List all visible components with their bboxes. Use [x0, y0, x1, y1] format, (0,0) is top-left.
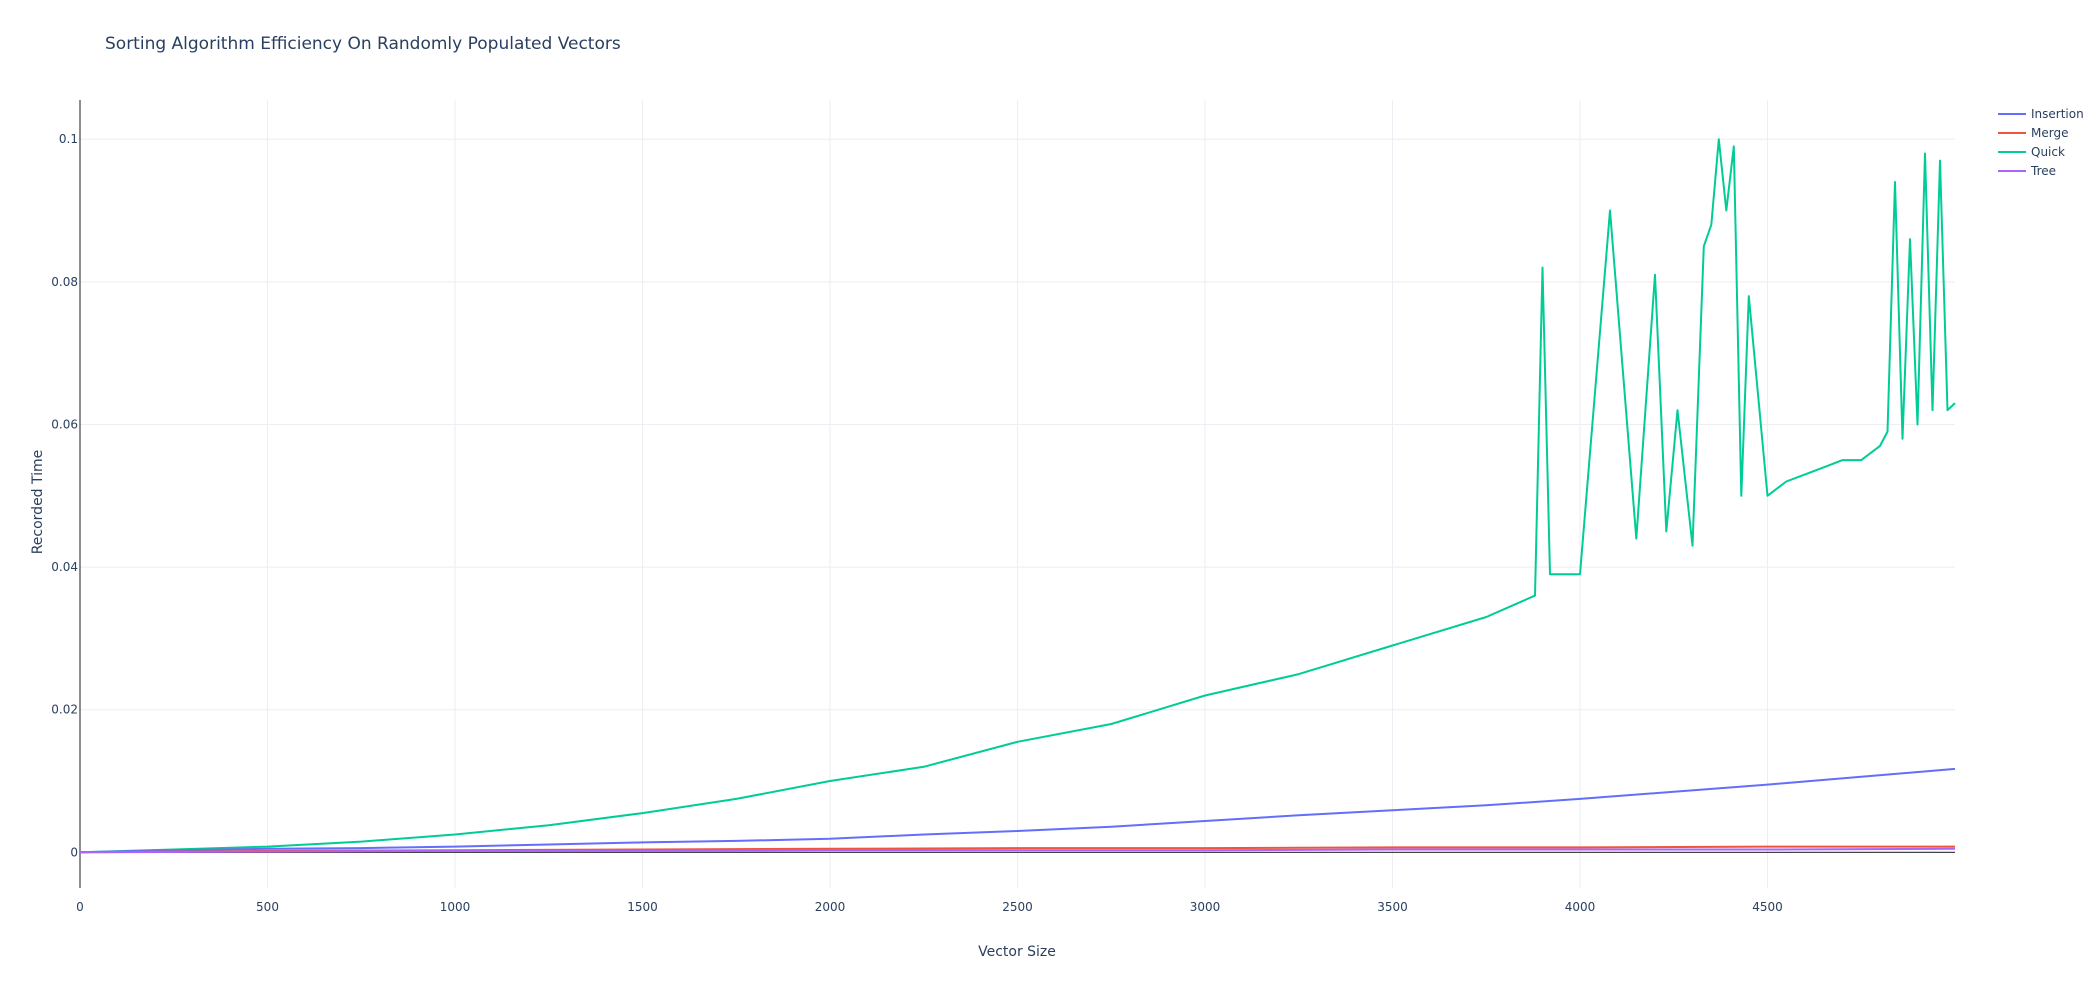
x-tick-label: 3000 — [1190, 900, 1221, 914]
plot-area — [79, 138, 1956, 854]
legend-label: Insertion — [2031, 107, 2084, 121]
x-tick-label: 1500 — [627, 900, 658, 914]
x-tick-label: 1000 — [440, 900, 471, 914]
y-tick-label: 0.08 — [51, 275, 78, 289]
series-line-quick — [79, 138, 1956, 854]
series-line-tree — [79, 847, 1956, 854]
x-tick-label: 500 — [256, 900, 279, 914]
legend-label: Merge — [2031, 126, 2068, 140]
x-tick-label: 2000 — [815, 900, 846, 914]
y-tick-label: 0 — [70, 845, 78, 859]
y-tick-label: 0.06 — [51, 417, 78, 431]
x-tick-label: 3500 — [1377, 900, 1408, 914]
legend-item-tree[interactable]: Tree — [1998, 164, 2056, 178]
y-tick-label: 0.02 — [51, 703, 78, 717]
legend-item-merge[interactable]: Merge — [1998, 126, 2068, 140]
x-tick-label: 4000 — [1565, 900, 1596, 914]
y-tick-label: 0.1 — [59, 132, 78, 146]
x-tick-label: 2500 — [1002, 900, 1033, 914]
legend-label: Tree — [2030, 164, 2056, 178]
axes: 0 500 1000 1500 2000 2500 3000 3500 4000 4500 0 0.0… — [51, 132, 1782, 914]
legend[interactable]: Insertion Merge Quick Tree — [1998, 107, 2084, 178]
x-axis-title: Vector Size — [978, 944, 1056, 960]
y-axis-title: Recorded Time — [30, 450, 46, 555]
chart-title: Sorting Algorithm Efficiency On Randomly… — [105, 34, 621, 54]
x-tick-label: 4500 — [1752, 900, 1783, 914]
y-tick-label: 0.04 — [51, 560, 78, 574]
x-tick-label: 0 — [76, 900, 84, 914]
legend-item-insertion[interactable]: Insertion — [1998, 107, 2084, 121]
legend-item-quick[interactable]: Quick — [1998, 145, 2065, 159]
series-line-insertion — [79, 767, 1956, 854]
grid — [79, 100, 1955, 888]
legend-label: Quick — [2031, 145, 2065, 159]
